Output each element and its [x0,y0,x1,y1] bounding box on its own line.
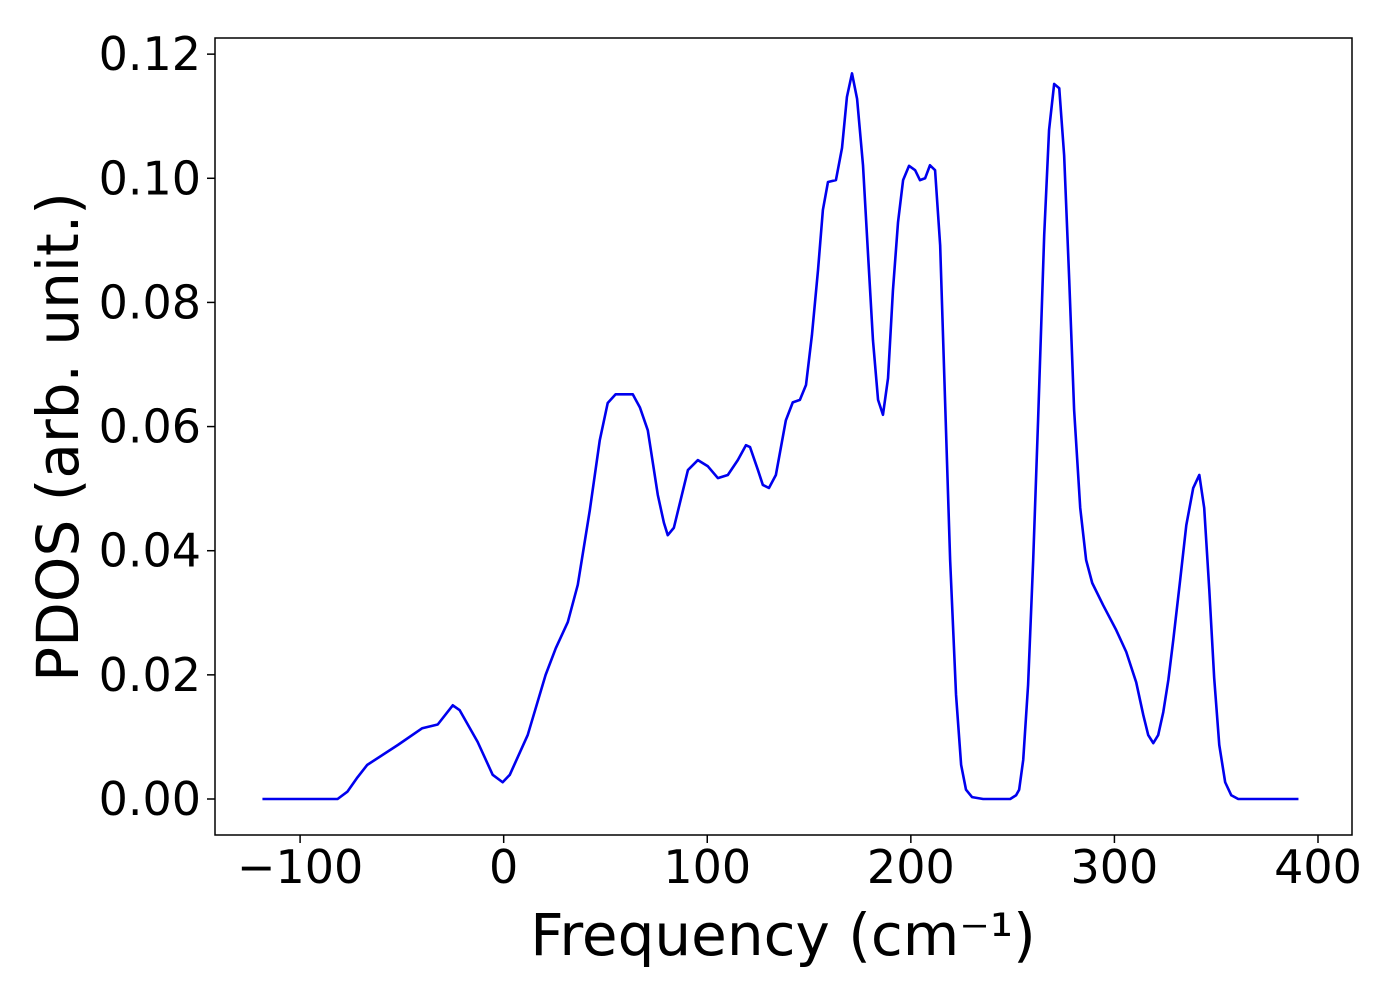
x-axis-label: Frequency (cm⁻¹) [530,901,1036,969]
x-tick-label: −100 [237,840,363,894]
y-tick-label: 0.06 [99,400,201,454]
x-tick-label: 400 [1274,840,1362,894]
y-axis-label: PDOS (arb. unit.) [24,192,92,682]
data-line [262,72,1299,801]
x-tick-label: 200 [867,840,955,894]
y-tick-label: 0.10 [99,151,201,205]
x-tick-label: 300 [1071,840,1159,894]
x-tick-label: 0 [489,840,518,894]
y-tick-label: 0.08 [99,275,201,329]
plot-frame [214,37,1353,836]
y-tick-label: 0.12 [99,27,201,81]
y-tick-label: 0.02 [99,648,201,702]
x-tick-label: 100 [663,840,751,894]
y-tick-label: 0.00 [99,772,201,826]
y-tick-label: 0.04 [99,524,201,578]
